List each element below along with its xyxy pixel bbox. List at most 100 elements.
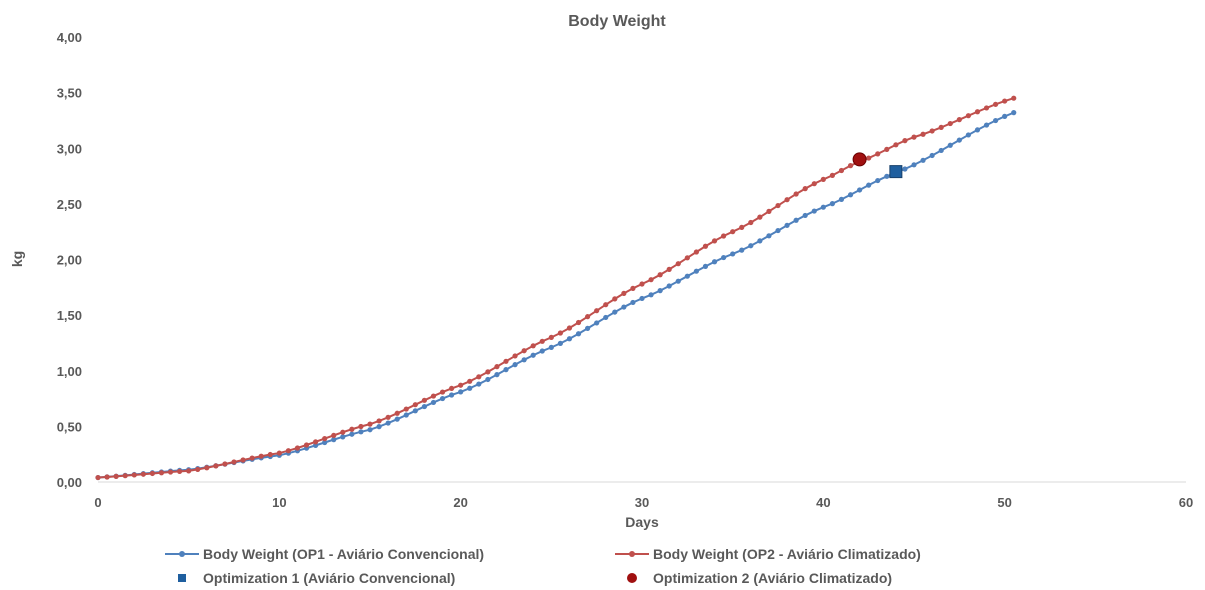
data-point bbox=[285, 448, 291, 454]
data-point bbox=[521, 348, 527, 354]
data-point bbox=[267, 451, 273, 458]
data-point bbox=[322, 439, 328, 446]
data-point bbox=[340, 434, 346, 440]
data-point bbox=[847, 192, 854, 198]
data-point bbox=[412, 408, 418, 414]
data-point bbox=[376, 418, 382, 424]
data-point bbox=[1002, 113, 1008, 119]
data-point bbox=[657, 272, 663, 278]
data-point bbox=[675, 278, 681, 284]
x-tick-label: 10 bbox=[272, 495, 286, 510]
data-point bbox=[195, 466, 201, 473]
data-point bbox=[222, 461, 228, 467]
y-tick-label: 3,00 bbox=[57, 141, 82, 156]
data-point bbox=[313, 439, 319, 445]
data-point bbox=[693, 268, 700, 274]
data-point bbox=[983, 105, 990, 111]
data-point bbox=[1011, 95, 1017, 101]
data-point bbox=[1011, 110, 1017, 116]
data-point bbox=[639, 295, 645, 302]
data-point bbox=[648, 277, 654, 283]
legend-label-op1: Body Weight (OP1 - Aviário Convencional) bbox=[203, 546, 485, 562]
data-point bbox=[594, 320, 600, 326]
data-point bbox=[639, 281, 645, 287]
series-1 bbox=[95, 110, 1017, 481]
data-point bbox=[775, 202, 781, 209]
series-3 bbox=[889, 165, 903, 179]
data-point bbox=[521, 357, 527, 363]
x-tick-label: 30 bbox=[635, 495, 649, 510]
data-point bbox=[131, 472, 137, 478]
data-point bbox=[820, 204, 826, 210]
data-point bbox=[748, 243, 754, 249]
data-point bbox=[494, 372, 500, 378]
data-point bbox=[784, 197, 790, 203]
data-point bbox=[240, 457, 246, 463]
data-point bbox=[421, 403, 427, 410]
data-point bbox=[956, 117, 962, 123]
data-point bbox=[566, 325, 573, 331]
data-point bbox=[684, 255, 690, 261]
data-point bbox=[585, 314, 591, 320]
data-point bbox=[875, 151, 881, 157]
data-point bbox=[757, 214, 763, 220]
data-point bbox=[666, 283, 672, 289]
legend-swatch-op2 bbox=[615, 551, 649, 557]
legend-item-opt2: Optimization 2 (Aviário Climatizado) bbox=[615, 570, 1065, 586]
x-tick-label: 20 bbox=[453, 495, 467, 510]
data-point bbox=[430, 393, 437, 399]
legend-label-opt1: Optimization 1 (Aviário Convencional) bbox=[203, 570, 456, 586]
data-point bbox=[875, 177, 881, 184]
data-point bbox=[449, 392, 455, 398]
data-point bbox=[140, 471, 146, 477]
data-point bbox=[603, 314, 609, 321]
data-point bbox=[367, 421, 373, 427]
data-point bbox=[575, 331, 582, 337]
data-point bbox=[739, 224, 745, 230]
data-point bbox=[974, 127, 981, 133]
y-tick-label: 2,00 bbox=[57, 253, 82, 268]
data-point bbox=[158, 470, 165, 476]
data-point bbox=[702, 263, 709, 269]
data-point bbox=[711, 238, 718, 244]
data-point bbox=[829, 201, 836, 207]
data-point bbox=[503, 358, 509, 364]
series-4 bbox=[852, 152, 867, 167]
legend: Body Weight (OP1 - Aviário Convencional)… bbox=[165, 542, 1065, 590]
data-point bbox=[530, 352, 536, 358]
data-point bbox=[394, 410, 400, 416]
data-point bbox=[467, 385, 473, 391]
data-point bbox=[349, 426, 355, 432]
data-point bbox=[467, 378, 473, 384]
data-point bbox=[947, 142, 953, 148]
data-point bbox=[485, 369, 491, 375]
x-tick-label: 60 bbox=[1179, 495, 1193, 510]
data-point bbox=[993, 117, 999, 124]
data-point bbox=[711, 259, 718, 265]
data-point bbox=[702, 243, 709, 249]
data-point bbox=[847, 163, 854, 169]
data-point bbox=[675, 261, 681, 267]
data-point bbox=[476, 381, 482, 387]
data-point bbox=[965, 113, 972, 119]
x-axis-title: Days bbox=[625, 514, 659, 530]
data-point bbox=[412, 402, 418, 408]
data-point bbox=[684, 273, 690, 279]
data-point bbox=[866, 155, 872, 161]
data-point bbox=[394, 416, 400, 422]
data-point bbox=[512, 362, 518, 368]
data-point bbox=[594, 308, 600, 314]
data-point bbox=[784, 222, 790, 228]
optimization-2-point bbox=[852, 152, 867, 167]
legend-label-opt2: Optimization 2 (Aviário Climatizado) bbox=[653, 570, 893, 586]
data-point bbox=[439, 389, 446, 395]
data-point bbox=[802, 186, 808, 192]
data-point bbox=[376, 424, 382, 430]
legend-label-op2: Body Weight (OP2 - Aviário Climatizado) bbox=[653, 546, 921, 562]
data-point bbox=[993, 101, 999, 107]
data-point bbox=[911, 162, 917, 168]
data-point bbox=[893, 142, 899, 148]
data-point bbox=[956, 137, 962, 143]
series-2 bbox=[95, 95, 1017, 481]
data-point bbox=[548, 344, 554, 350]
